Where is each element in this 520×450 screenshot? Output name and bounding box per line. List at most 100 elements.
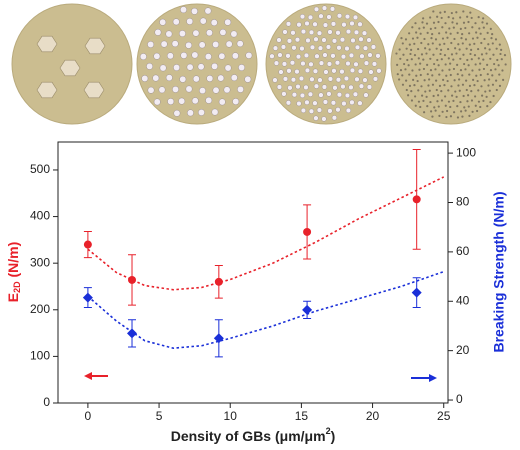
- grain-dot: [349, 99, 355, 105]
- grain-dot: [210, 19, 218, 27]
- grain-dot: [498, 73, 501, 76]
- grain-dot: [285, 100, 292, 106]
- grain-dot: [335, 107, 341, 113]
- grain-dot: [166, 52, 174, 60]
- grain-dot: [476, 109, 479, 113]
- grain-dot: [485, 52, 488, 55]
- grain-dot: [431, 115, 434, 118]
- grain-dot: [500, 58, 503, 61]
- grain-dot: [440, 48, 443, 51]
- grain-dot: [445, 31, 448, 34]
- grain-dot: [421, 21, 424, 24]
- grain-dot: [153, 52, 161, 60]
- grain-dot: [446, 79, 449, 83]
- grain-dot: [335, 77, 342, 83]
- grain-dot: [447, 57, 450, 60]
- grain-dot: [353, 61, 359, 67]
- grain-dot: [295, 83, 301, 90]
- grain-dot: [147, 41, 155, 48]
- grain-dot: [296, 22, 302, 28]
- grain-dot: [199, 87, 206, 95]
- grain-dot: [470, 58, 473, 61]
- grain-dot: [344, 45, 350, 52]
- grain-dot: [422, 99, 425, 102]
- grain-dot: [423, 79, 426, 82]
- grain-dot: [435, 79, 438, 82]
- grain-dot: [152, 74, 160, 82]
- grain-dot: [218, 52, 226, 60]
- grain-dot: [286, 38, 293, 44]
- grain-dot: [331, 115, 338, 121]
- left-arrow-head: [84, 372, 92, 380]
- grain-dot: [467, 20, 470, 24]
- grain-dot: [471, 26, 474, 29]
- grain-dot: [449, 32, 452, 35]
- grain-dot: [425, 95, 428, 98]
- grain-dot: [354, 76, 360, 82]
- grain-dot: [481, 94, 484, 97]
- grain-hexagon: [84, 37, 106, 55]
- grain-dot: [457, 43, 460, 46]
- grain-dot: [409, 52, 412, 56]
- grain-dot: [428, 89, 431, 92]
- grain-dot: [486, 105, 489, 108]
- grain-dot: [452, 67, 456, 71]
- grain-dot: [426, 31, 429, 34]
- grain-dot: [358, 83, 365, 89]
- grain-dot: [459, 69, 463, 72]
- grain-dot: [485, 95, 488, 98]
- grain-dot: [503, 54, 507, 57]
- grain-dot: [272, 77, 278, 83]
- grain-dot: [438, 114, 441, 117]
- grain-dot: [429, 57, 432, 60]
- grain-dot: [464, 26, 467, 30]
- grain-dot: [481, 21, 484, 24]
- grain-dot: [504, 63, 507, 66]
- grain-dot: [485, 22, 489, 25]
- grain-dot: [433, 62, 436, 66]
- grain-dot: [352, 14, 359, 20]
- grain-dot: [467, 64, 470, 67]
- grain-dot: [405, 79, 408, 82]
- grain-dot: [308, 61, 314, 67]
- grain-dot: [476, 79, 479, 83]
- grain-dot: [424, 47, 427, 50]
- grain-dot: [173, 64, 180, 71]
- grain-dot: [470, 16, 473, 20]
- grain-dot: [139, 53, 147, 61]
- grain-dot: [448, 68, 451, 71]
- grain-dot: [204, 7, 212, 15]
- grain-dot: [449, 115, 453, 118]
- grain-dot: [348, 84, 354, 91]
- grain-dot: [474, 63, 477, 66]
- grain-dot: [327, 29, 333, 35]
- grain-dot: [429, 27, 432, 30]
- grain-dot: [398, 48, 401, 51]
- grain-dot: [491, 42, 494, 45]
- grain-dot: [334, 60, 341, 66]
- grain-dot: [294, 69, 300, 75]
- grain-dot: [430, 37, 433, 40]
- grain-dot: [439, 11, 442, 14]
- grain-dot: [495, 88, 498, 92]
- grain-dot: [303, 84, 309, 91]
- grain-dot: [486, 63, 489, 66]
- grain-dot: [232, 98, 240, 105]
- grain-dot: [343, 75, 350, 82]
- grain-dot: [165, 30, 173, 38]
- grain-dot: [366, 37, 372, 43]
- grain-dot: [494, 68, 497, 71]
- grain-dot: [433, 106, 436, 109]
- grain-dot: [278, 69, 284, 75]
- grain-dot: [179, 30, 186, 37]
- grain-dot: [453, 111, 456, 114]
- grain-dot: [198, 109, 205, 116]
- grain-dot: [417, 47, 420, 51]
- grain-dot: [244, 75, 252, 83]
- grain-dot: [449, 105, 452, 109]
- grain-dot: [410, 48, 413, 51]
- grain-dot: [191, 51, 199, 59]
- grain-dot: [405, 47, 408, 50]
- grain-dot: [325, 44, 332, 50]
